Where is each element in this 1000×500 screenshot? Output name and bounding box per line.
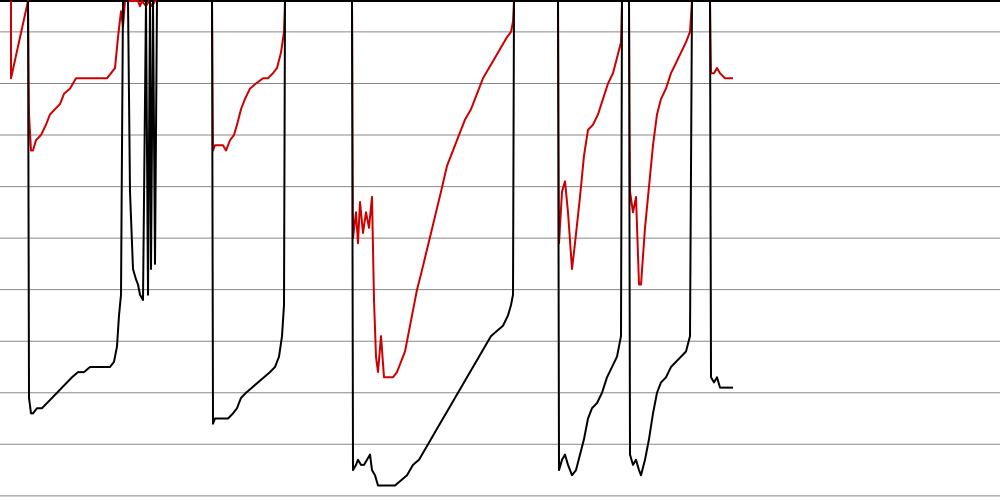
series-line-1	[27, 0, 733, 487]
series-line-0	[10, 0, 733, 379]
series-group	[10, 0, 733, 487]
gridlines	[0, 31, 1000, 497]
